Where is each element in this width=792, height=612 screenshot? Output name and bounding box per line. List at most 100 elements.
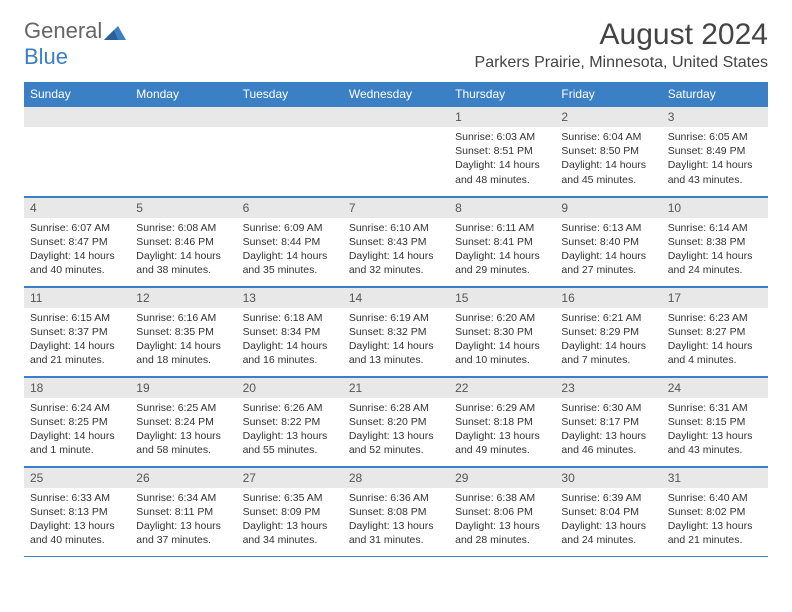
day-number: 21 [343,377,449,398]
day-number: 19 [130,377,236,398]
day-header: Thursday [449,82,555,106]
logo-icon [104,26,126,40]
day-number: 14 [343,287,449,308]
day-of-week-row: SundayMondayTuesdayWednesdayThursdayFrid… [24,82,768,106]
calendar-cell: 5Sunrise: 6:08 AMSunset: 8:46 PMDaylight… [130,196,236,286]
day-content: Sunrise: 6:35 AMSunset: 8:09 PMDaylight:… [237,488,343,554]
day-number: 22 [449,377,555,398]
day-content: Sunrise: 6:33 AMSunset: 8:13 PMDaylight:… [24,488,130,554]
day-content: Sunrise: 6:39 AMSunset: 8:04 PMDaylight:… [555,488,661,554]
day-content: Sunrise: 6:29 AMSunset: 8:18 PMDaylight:… [449,398,555,464]
calendar-cell: 31Sunrise: 6:40 AMSunset: 8:02 PMDayligh… [662,466,768,556]
day-content: Sunrise: 6:25 AMSunset: 8:24 PMDaylight:… [130,398,236,464]
day-number: 15 [449,287,555,308]
day-content: Sunrise: 6:09 AMSunset: 8:44 PMDaylight:… [237,218,343,284]
day-number: 31 [662,467,768,488]
calendar-cell: 10Sunrise: 6:14 AMSunset: 8:38 PMDayligh… [662,196,768,286]
calendar-cell: 4Sunrise: 6:07 AMSunset: 8:47 PMDaylight… [24,196,130,286]
day-number: 2 [555,106,661,127]
day-content: Sunrise: 6:11 AMSunset: 8:41 PMDaylight:… [449,218,555,284]
page-header: General August 2024 Parkers Prairie, Min… [24,18,768,72]
day-content: Sunrise: 6:13 AMSunset: 8:40 PMDaylight:… [555,218,661,284]
day-number: 10 [662,197,768,218]
day-content: Sunrise: 6:40 AMSunset: 8:02 PMDaylight:… [662,488,768,554]
title-block: August 2024 Parkers Prairie, Minnesota, … [475,18,768,72]
day-content: Sunrise: 6:20 AMSunset: 8:30 PMDaylight:… [449,308,555,374]
day-content: Sunrise: 6:16 AMSunset: 8:35 PMDaylight:… [130,308,236,374]
day-number: 27 [237,467,343,488]
day-content: Sunrise: 6:04 AMSunset: 8:50 PMDaylight:… [555,127,661,193]
day-content: Sunrise: 6:14 AMSunset: 8:38 PMDaylight:… [662,218,768,284]
calendar-week: 18Sunrise: 6:24 AMSunset: 8:25 PMDayligh… [24,376,768,466]
calendar-cell: 25Sunrise: 6:33 AMSunset: 8:13 PMDayligh… [24,466,130,556]
calendar-cell: 1Sunrise: 6:03 AMSunset: 8:51 PMDaylight… [449,106,555,196]
day-number: 28 [343,467,449,488]
day-content: Sunrise: 6:19 AMSunset: 8:32 PMDaylight:… [343,308,449,374]
calendar-cell: 24Sunrise: 6:31 AMSunset: 8:15 PMDayligh… [662,376,768,466]
day-content: Sunrise: 6:18 AMSunset: 8:34 PMDaylight:… [237,308,343,374]
day-content: Sunrise: 6:36 AMSunset: 8:08 PMDaylight:… [343,488,449,554]
calendar-cell: 17Sunrise: 6:23 AMSunset: 8:27 PMDayligh… [662,286,768,376]
day-number: 18 [24,377,130,398]
day-number: 30 [555,467,661,488]
calendar-cell [343,106,449,196]
day-content: Sunrise: 6:30 AMSunset: 8:17 PMDaylight:… [555,398,661,464]
calendar-cell: 15Sunrise: 6:20 AMSunset: 8:30 PMDayligh… [449,286,555,376]
calendar-cell: 27Sunrise: 6:35 AMSunset: 8:09 PMDayligh… [237,466,343,556]
calendar-week: 1Sunrise: 6:03 AMSunset: 8:51 PMDaylight… [24,106,768,196]
day-number: 16 [555,287,661,308]
day-number: 25 [24,467,130,488]
day-number: 12 [130,287,236,308]
calendar-cell: 14Sunrise: 6:19 AMSunset: 8:32 PMDayligh… [343,286,449,376]
calendar-cell [237,106,343,196]
day-number: 29 [449,467,555,488]
day-number: 13 [237,287,343,308]
calendar-cell [24,106,130,196]
calendar-table: SundayMondayTuesdayWednesdayThursdayFrid… [24,82,768,557]
calendar-cell: 22Sunrise: 6:29 AMSunset: 8:18 PMDayligh… [449,376,555,466]
calendar-cell: 20Sunrise: 6:26 AMSunset: 8:22 PMDayligh… [237,376,343,466]
day-header: Sunday [24,82,130,106]
calendar-cell: 12Sunrise: 6:16 AMSunset: 8:35 PMDayligh… [130,286,236,376]
day-content: Sunrise: 6:31 AMSunset: 8:15 PMDaylight:… [662,398,768,464]
day-content: Sunrise: 6:38 AMSunset: 8:06 PMDaylight:… [449,488,555,554]
calendar-cell: 7Sunrise: 6:10 AMSunset: 8:43 PMDaylight… [343,196,449,286]
day-header: Saturday [662,82,768,106]
calendar-cell: 30Sunrise: 6:39 AMSunset: 8:04 PMDayligh… [555,466,661,556]
calendar-cell: 19Sunrise: 6:25 AMSunset: 8:24 PMDayligh… [130,376,236,466]
month-title: August 2024 [475,18,768,52]
calendar-cell: 6Sunrise: 6:09 AMSunset: 8:44 PMDaylight… [237,196,343,286]
day-number: 11 [24,287,130,308]
calendar-cell: 3Sunrise: 6:05 AMSunset: 8:49 PMDaylight… [662,106,768,196]
day-content: Sunrise: 6:23 AMSunset: 8:27 PMDaylight:… [662,308,768,374]
day-content: Sunrise: 6:26 AMSunset: 8:22 PMDaylight:… [237,398,343,464]
day-number: 1 [449,106,555,127]
day-number: 8 [449,197,555,218]
day-header: Wednesday [343,82,449,106]
day-content: Sunrise: 6:03 AMSunset: 8:51 PMDaylight:… [449,127,555,193]
logo: General [24,18,126,44]
day-number: 3 [662,106,768,127]
day-content: Sunrise: 6:08 AMSunset: 8:46 PMDaylight:… [130,218,236,284]
calendar-cell: 9Sunrise: 6:13 AMSunset: 8:40 PMDaylight… [555,196,661,286]
calendar-body: 1Sunrise: 6:03 AMSunset: 8:51 PMDaylight… [24,106,768,556]
calendar-cell: 26Sunrise: 6:34 AMSunset: 8:11 PMDayligh… [130,466,236,556]
calendar-cell: 16Sunrise: 6:21 AMSunset: 8:29 PMDayligh… [555,286,661,376]
day-number: 5 [130,197,236,218]
calendar-cell [130,106,236,196]
calendar-week: 11Sunrise: 6:15 AMSunset: 8:37 PMDayligh… [24,286,768,376]
calendar-cell: 11Sunrise: 6:15 AMSunset: 8:37 PMDayligh… [24,286,130,376]
day-number: 23 [555,377,661,398]
day-number: 24 [662,377,768,398]
day-content: Sunrise: 6:24 AMSunset: 8:25 PMDaylight:… [24,398,130,464]
location-text: Parkers Prairie, Minnesota, United State… [475,54,768,72]
day-content: Sunrise: 6:10 AMSunset: 8:43 PMDaylight:… [343,218,449,284]
calendar-cell: 13Sunrise: 6:18 AMSunset: 8:34 PMDayligh… [237,286,343,376]
day-number: 26 [130,467,236,488]
calendar-cell: 21Sunrise: 6:28 AMSunset: 8:20 PMDayligh… [343,376,449,466]
calendar-cell: 29Sunrise: 6:38 AMSunset: 8:06 PMDayligh… [449,466,555,556]
day-content: Sunrise: 6:07 AMSunset: 8:47 PMDaylight:… [24,218,130,284]
logo-text-general: General [24,18,102,44]
day-header: Tuesday [237,82,343,106]
calendar-cell: 2Sunrise: 6:04 AMSunset: 8:50 PMDaylight… [555,106,661,196]
